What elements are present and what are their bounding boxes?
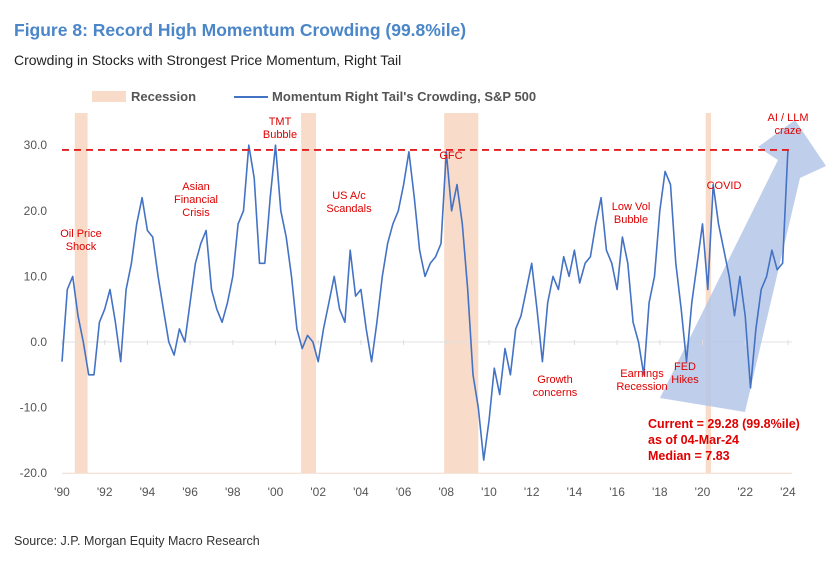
chart-subtitle: Crowding in Stocks with Strongest Price … bbox=[14, 52, 402, 68]
recession-band bbox=[444, 113, 479, 474]
callout-asof: as of 04-Mar-24 bbox=[648, 433, 740, 447]
series-line bbox=[61, 144, 789, 461]
callout-current: Current = 29.28 (99.8%ile) bbox=[648, 417, 800, 431]
x-tick-label: '94 bbox=[140, 485, 156, 499]
y-tick-label: -20.0 bbox=[20, 466, 48, 480]
x-tick-label: '22 bbox=[737, 485, 753, 499]
x-tick-label: '90 bbox=[54, 485, 70, 499]
x-tick-label: '12 bbox=[524, 485, 540, 499]
x-tick-label: '18 bbox=[652, 485, 668, 499]
chart-title: Figure 8: Record High Momentum Crowding … bbox=[14, 20, 467, 40]
x-tick-label: '14 bbox=[567, 485, 583, 499]
annotation-covid: COVID bbox=[706, 180, 742, 192]
annotation-usac: US A/c Scandals bbox=[326, 190, 372, 215]
x-tick-label: '06 bbox=[396, 485, 412, 499]
x-tick-label: '20 bbox=[695, 485, 711, 499]
trend-arrow bbox=[660, 120, 826, 412]
y-tick-label: 30.0 bbox=[24, 138, 48, 152]
x-tick-label: '10 bbox=[481, 485, 497, 499]
x-tick-label: '16 bbox=[609, 485, 625, 499]
annotation-gfc: GFC bbox=[439, 150, 463, 162]
recession-band bbox=[74, 113, 88, 474]
x-tick-label: '96 bbox=[182, 485, 198, 499]
recession-band bbox=[301, 113, 317, 474]
legend-line-swatch bbox=[234, 95, 269, 98]
source-note: Source: J.P. Morgan Equity Macro Researc… bbox=[14, 534, 260, 548]
legend-recession-swatch bbox=[92, 91, 126, 102]
x-tick-label: '04 bbox=[353, 485, 369, 499]
recession-band bbox=[705, 113, 712, 474]
x-tick-label: '00 bbox=[268, 485, 284, 499]
current-callout: Current = 29.28 (99.8%ile) as of 04-Mar-… bbox=[648, 416, 800, 464]
x-tick-label: '08 bbox=[438, 485, 454, 499]
y-tick-label: 0.0 bbox=[30, 335, 47, 349]
annotation-tmt: TMT Bubble bbox=[262, 116, 298, 141]
y-tick-label: 10.0 bbox=[24, 269, 48, 283]
annotation-lowvol: Low Vol Bubble bbox=[611, 201, 651, 226]
annotation-ai: AI / LLM craze bbox=[767, 112, 809, 137]
annotation-earnings: Earnings Recession bbox=[616, 368, 668, 393]
legend-recession-label: Recession bbox=[131, 89, 197, 104]
y-tick-label: 20.0 bbox=[24, 204, 48, 218]
y-tick-label: -10.0 bbox=[20, 401, 48, 415]
annotation-asian: Asian Financial Crisis bbox=[173, 181, 219, 219]
annotation-growth: Growth concerns bbox=[532, 374, 578, 399]
x-tick-label: '02 bbox=[310, 485, 326, 499]
annotation-fed: FED Hikes bbox=[671, 361, 699, 386]
callout-median: Median = 7.83 bbox=[648, 449, 730, 463]
x-tick-label: '24 bbox=[780, 485, 796, 499]
legend-series-label: Momentum Right Tail's Crowding, S&P 500 bbox=[272, 89, 537, 104]
annotation-oil: Oil Price Shock bbox=[60, 228, 102, 253]
x-tick-label: '98 bbox=[225, 485, 241, 499]
x-tick-label: '92 bbox=[97, 485, 113, 499]
legend: Recession Momentum Right Tail's Crowding… bbox=[92, 89, 536, 104]
